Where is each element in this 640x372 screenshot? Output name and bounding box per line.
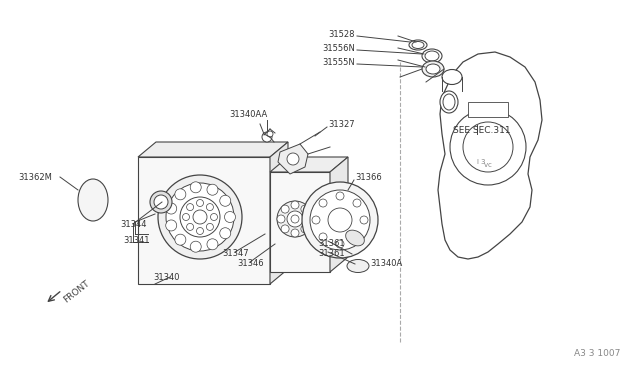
Circle shape: [206, 224, 213, 230]
Circle shape: [312, 216, 320, 224]
Circle shape: [207, 184, 218, 195]
Circle shape: [277, 215, 285, 223]
Ellipse shape: [409, 40, 427, 50]
Circle shape: [450, 109, 526, 185]
Text: 3: 3: [480, 159, 484, 165]
Circle shape: [207, 239, 218, 250]
Circle shape: [281, 225, 289, 233]
Circle shape: [206, 203, 213, 211]
Circle shape: [336, 240, 344, 248]
Circle shape: [281, 205, 289, 213]
Polygon shape: [138, 157, 270, 284]
Text: l: l: [476, 159, 478, 165]
Circle shape: [196, 228, 204, 234]
Ellipse shape: [422, 61, 444, 77]
Circle shape: [190, 182, 201, 193]
Circle shape: [262, 132, 272, 142]
Circle shape: [353, 199, 361, 207]
Circle shape: [287, 153, 299, 165]
Ellipse shape: [78, 179, 108, 221]
Circle shape: [187, 224, 194, 230]
Text: v: v: [484, 162, 488, 168]
Ellipse shape: [412, 42, 424, 48]
Text: 31340A: 31340A: [370, 260, 403, 269]
Ellipse shape: [440, 91, 458, 113]
Circle shape: [328, 208, 352, 232]
Polygon shape: [270, 172, 330, 272]
Circle shape: [150, 191, 172, 213]
Circle shape: [267, 131, 273, 137]
Text: SEE SEC.311: SEE SEC.311: [453, 125, 511, 135]
Text: 31556N: 31556N: [322, 44, 355, 52]
Circle shape: [277, 201, 313, 237]
Text: 31361: 31361: [318, 240, 344, 248]
Circle shape: [187, 203, 194, 211]
Circle shape: [182, 214, 189, 221]
Polygon shape: [278, 144, 308, 174]
Text: 31362M: 31362M: [18, 173, 52, 182]
Text: 31528: 31528: [328, 29, 355, 38]
Text: 31340AA: 31340AA: [229, 109, 267, 119]
Circle shape: [175, 234, 186, 245]
Circle shape: [360, 216, 368, 224]
Circle shape: [166, 220, 177, 231]
Ellipse shape: [347, 260, 369, 273]
Text: 31340: 31340: [153, 273, 179, 282]
Text: c: c: [488, 162, 492, 168]
Circle shape: [180, 197, 220, 237]
Circle shape: [220, 195, 231, 206]
Ellipse shape: [422, 49, 442, 63]
Circle shape: [166, 183, 234, 251]
Text: 31344: 31344: [120, 219, 147, 228]
Circle shape: [211, 214, 218, 221]
Circle shape: [220, 228, 231, 239]
Circle shape: [301, 205, 309, 213]
Ellipse shape: [442, 70, 462, 84]
Circle shape: [463, 122, 513, 172]
Ellipse shape: [426, 64, 440, 74]
Circle shape: [166, 203, 177, 214]
Circle shape: [310, 190, 370, 250]
Text: FRONT: FRONT: [62, 279, 92, 305]
Polygon shape: [270, 142, 288, 284]
Text: 31347: 31347: [222, 250, 248, 259]
Circle shape: [158, 175, 242, 259]
Circle shape: [291, 215, 299, 223]
Ellipse shape: [346, 230, 364, 246]
Circle shape: [353, 233, 361, 241]
Text: 31346: 31346: [237, 260, 264, 269]
Circle shape: [319, 233, 327, 241]
Text: 31555N: 31555N: [323, 58, 355, 67]
Polygon shape: [468, 102, 508, 117]
Circle shape: [305, 215, 313, 223]
Circle shape: [193, 210, 207, 224]
Text: A3 3 1007: A3 3 1007: [573, 350, 620, 359]
Ellipse shape: [443, 94, 455, 110]
Text: 31361: 31361: [318, 250, 344, 259]
Polygon shape: [138, 142, 288, 157]
Polygon shape: [330, 157, 348, 272]
Text: 31327: 31327: [328, 119, 355, 128]
Circle shape: [196, 199, 204, 206]
Circle shape: [287, 211, 303, 227]
Polygon shape: [270, 157, 348, 172]
Circle shape: [225, 212, 236, 222]
Circle shape: [291, 201, 299, 209]
Circle shape: [336, 192, 344, 200]
Circle shape: [190, 241, 201, 252]
Polygon shape: [438, 52, 542, 259]
Circle shape: [291, 229, 299, 237]
Circle shape: [175, 189, 186, 200]
Circle shape: [302, 182, 378, 258]
Text: 31366: 31366: [355, 173, 381, 182]
Text: 31341: 31341: [123, 235, 150, 244]
Circle shape: [154, 195, 168, 209]
Circle shape: [301, 225, 309, 233]
Ellipse shape: [425, 51, 439, 61]
Circle shape: [319, 199, 327, 207]
